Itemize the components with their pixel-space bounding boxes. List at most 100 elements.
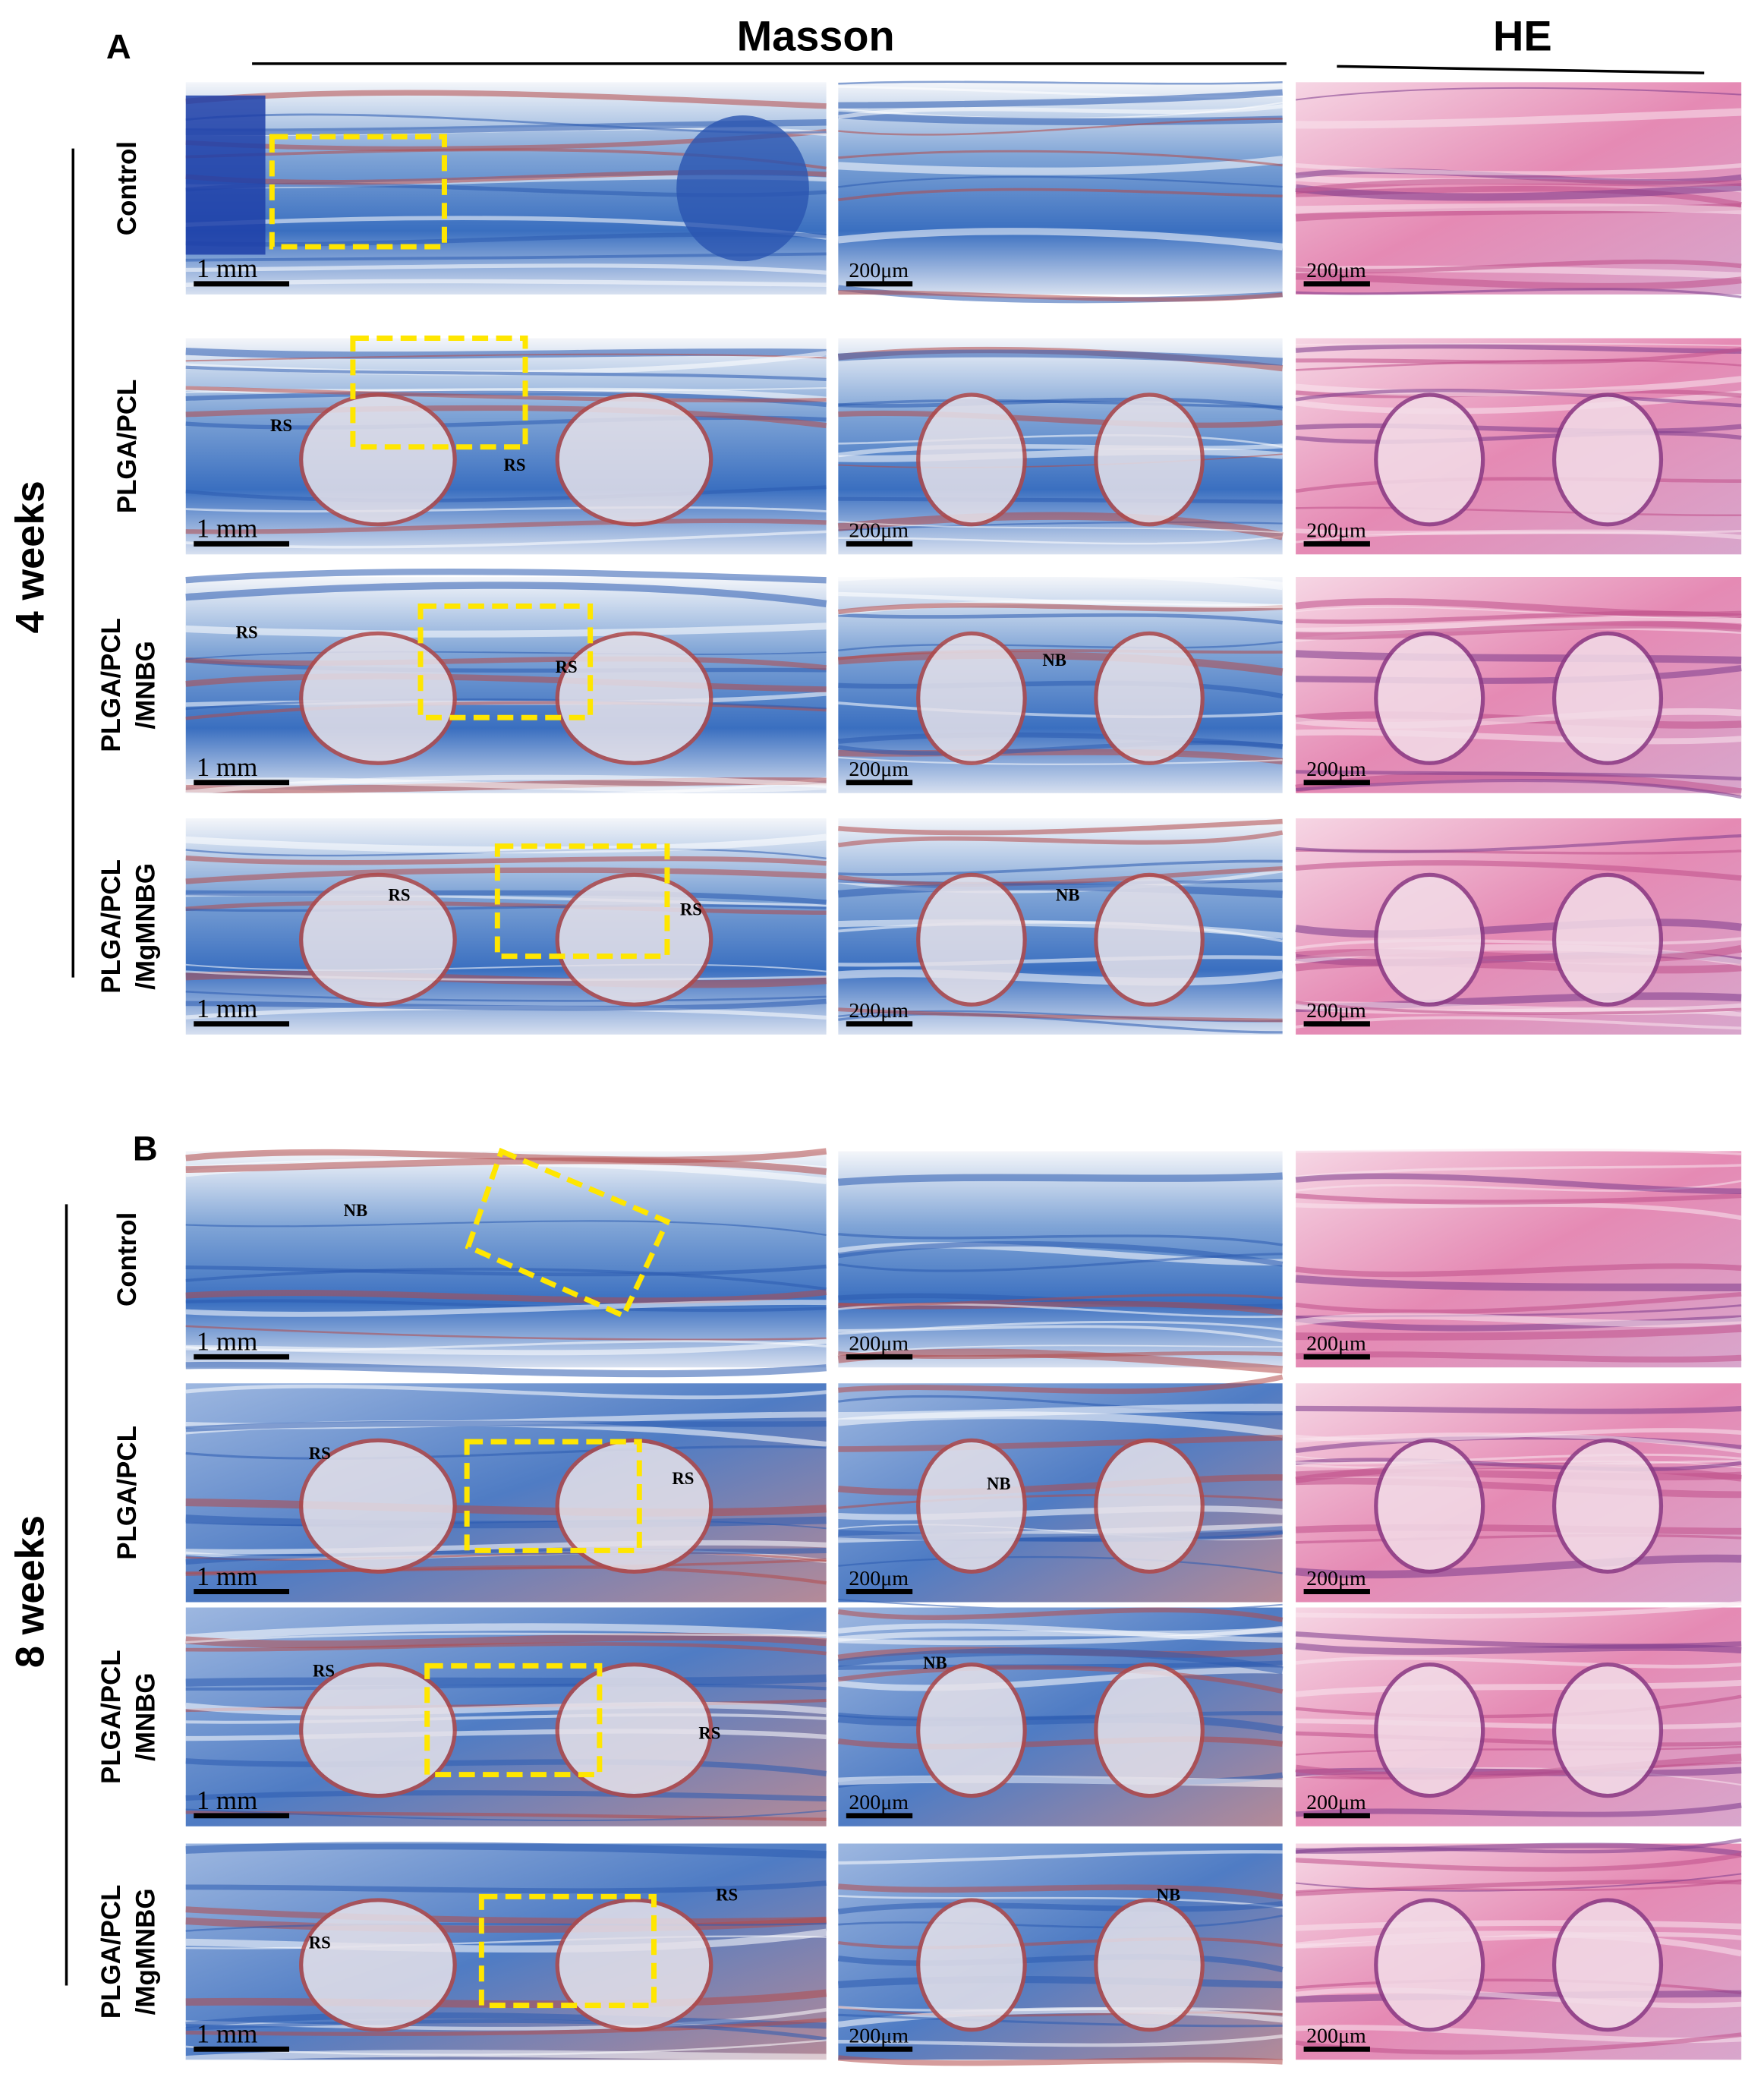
tissue-fiber: [185, 867, 827, 884]
tissue-fiber: [837, 512, 1284, 541]
tissue-fiber: [838, 1013, 1283, 1034]
tissue-fiber: [1295, 1001, 1742, 1015]
tissue-fiber: [185, 1289, 827, 1304]
tissue-fiber: [185, 1299, 827, 1313]
tissue-fiber: [1295, 1458, 1742, 1472]
tissue-fiber: [838, 2034, 1283, 2047]
scaffold-pore: [1551, 392, 1664, 527]
zoom-box: [465, 1147, 671, 1319]
masson-overview-image: [185, 1383, 827, 1603]
tissue-fiber: [838, 80, 1283, 85]
tissue-fiber: [1295, 430, 1742, 444]
tissue-fiber: [185, 405, 827, 429]
scale-bar-label: 200μm: [849, 519, 909, 543]
tissue-fiber: [185, 1701, 827, 1716]
scaffold-pore: [1094, 392, 1205, 527]
tissue-fiber: [1296, 1533, 1742, 1544]
tissue-fiber: [1295, 528, 1742, 540]
tissue-fiber: [837, 1474, 1283, 1496]
tissue-fiber: [185, 1935, 827, 1949]
scale-bar-label: 200μm: [1306, 2025, 1366, 2048]
tissue-fiber: [185, 1928, 827, 1953]
tissue-fiber: [837, 1623, 1283, 1643]
tissue-fiber: [185, 658, 827, 673]
annotation: RS: [680, 900, 702, 919]
masson-detail-image: [837, 80, 1284, 304]
scale-bar-label: 200μm: [849, 259, 909, 282]
tissue-fiber: [1295, 1291, 1742, 1314]
tissue-fiber: [185, 1361, 827, 1378]
tissue-fiber: [837, 1975, 1283, 1989]
zoom-box: [269, 134, 447, 250]
tissue-fiber: [837, 2055, 1283, 2066]
tissue-fiber: [1296, 1931, 1742, 1949]
tissue-fiber: [838, 156, 1284, 175]
tissue-fiber: [1296, 770, 1742, 781]
he-image: [1295, 577, 1742, 799]
tissue-fiber: [185, 904, 827, 912]
tissue-fiber: [185, 1157, 827, 1175]
tissue-fiber: [1295, 390, 1742, 414]
tissue-fiber: [838, 1253, 1283, 1272]
scaffold-pore: [555, 392, 713, 527]
tissue-fiber: [185, 1340, 827, 1352]
masson-overview-image: [185, 338, 827, 555]
tissue-fiber: [838, 496, 1283, 504]
tissue-fiber: [838, 1505, 1283, 1521]
scale-bar-label: 1 mm: [197, 254, 258, 283]
tissue-fiber: [837, 228, 1284, 251]
tissue-fiber: [1295, 389, 1742, 408]
masson-detail-image: [837, 338, 1284, 555]
tissue-fiber: [837, 1901, 1284, 1915]
scale-bar-label: 200μm: [1306, 259, 1366, 282]
scaffold-pore: [1551, 1663, 1664, 1798]
tissue-fiber: [1295, 944, 1743, 963]
tissue-fiber: [838, 535, 1283, 545]
tissue-fiber: [1296, 203, 1742, 215]
row-label: PLGA/PCL: [112, 1426, 142, 1560]
masson-detail-image: [837, 818, 1284, 1035]
tissue-fiber: [1295, 1987, 1742, 2009]
tissue-fiber: [838, 569, 1284, 591]
tissue-fiber: [185, 1790, 827, 1802]
tissue-fiber: [185, 518, 827, 534]
annotation: RS: [672, 1469, 694, 1488]
annotation: RS: [236, 622, 258, 641]
tissue-fiber: [837, 651, 1284, 676]
tissue-fiber: [1295, 1193, 1742, 1205]
tissue-fiber: [185, 1514, 827, 1529]
tissue-fiber: [1295, 958, 1742, 974]
he-image: [1295, 338, 1742, 555]
row-label: PLGA/PCL: [96, 618, 126, 752]
tissue-fiber: [185, 1922, 827, 1932]
scale-bar-label: 1 mm: [197, 994, 258, 1023]
tissue-fiber: [1296, 1324, 1742, 1341]
row-label: /MgMNBG: [131, 863, 160, 990]
tissue-fiber: [185, 1880, 827, 1894]
tissue-fiber: [838, 89, 1283, 109]
tissue-fiber: [1295, 1802, 1742, 1817]
zoom-box: [494, 843, 670, 960]
masson-detail-image: [837, 1151, 1284, 1374]
tissue-fiber: [838, 290, 1283, 302]
tissue-fiber: [185, 900, 827, 916]
masson-overview-image: [185, 818, 827, 1035]
tissue-fiber: [1295, 778, 1742, 799]
tissue-fiber: [1295, 1173, 1742, 1195]
scale-bar-label: 200μm: [1306, 999, 1366, 1023]
row-label: /MgMNBG: [131, 1888, 160, 2015]
masson-overview-image: [185, 82, 827, 295]
scaffold-pore: [1094, 1438, 1205, 1574]
scaffold-pore: [299, 1898, 457, 2032]
tissue-fiber: [838, 1374, 1284, 1395]
masson-overview-image: [185, 568, 827, 798]
row-label: Control: [112, 141, 142, 235]
tissue-fiber: [838, 1555, 1283, 1574]
tissue-fiber: [838, 1895, 1283, 1909]
tissue-fiber: [1295, 1920, 1742, 1931]
row-label: PLGA/PCL: [96, 859, 126, 994]
tissue-fiber: [837, 883, 1283, 898]
annotation: RS: [309, 1934, 331, 1953]
tissue-fiber: [1295, 1428, 1742, 1442]
scaffold-pore: [916, 1663, 1027, 1798]
